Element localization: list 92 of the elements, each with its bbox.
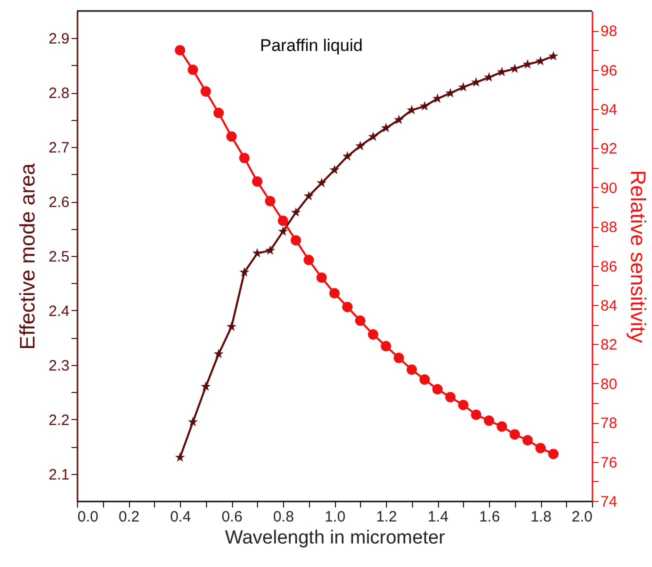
point <box>342 151 352 161</box>
point <box>406 364 417 375</box>
point <box>432 93 442 103</box>
point <box>342 302 353 312</box>
y2-tick-label: 78 <box>600 415 618 432</box>
point <box>188 64 198 76</box>
y2-tick-label: 98 <box>600 23 618 40</box>
x-tick-label: 0.2 <box>118 508 140 526</box>
y-tick-label: 2.8 <box>48 85 70 102</box>
point <box>175 452 185 462</box>
point <box>316 272 327 283</box>
point <box>432 384 443 395</box>
point <box>278 215 288 226</box>
x-tick-label: 1.6 <box>479 508 500 526</box>
point <box>484 72 494 82</box>
x-tick-label: 0.4 <box>170 508 191 526</box>
point <box>304 254 314 266</box>
point <box>174 44 186 56</box>
annotation: Paraffin liquid <box>260 36 363 55</box>
point <box>355 140 366 150</box>
point <box>458 82 468 92</box>
y-tick-label: 2.9 <box>48 30 70 48</box>
point <box>522 435 533 446</box>
y2-tick-label: 92 <box>600 140 618 158</box>
point <box>510 429 520 440</box>
point <box>535 442 546 454</box>
x-tick-label: 1.4 <box>428 508 448 526</box>
point <box>368 132 378 142</box>
y-tick-label: 2.6 <box>48 194 70 212</box>
y2-tick-label: 84 <box>600 298 618 314</box>
point <box>330 164 340 174</box>
point <box>290 207 301 217</box>
y2-tick-label: 88 <box>600 219 618 236</box>
y-tick-label: 2.3 <box>48 357 70 374</box>
point <box>214 348 224 358</box>
point <box>252 176 262 187</box>
y2-axis-title: Relative sensitivity <box>626 170 650 344</box>
point <box>329 288 340 298</box>
point <box>226 322 236 332</box>
point <box>380 340 392 352</box>
y-tick-label: 2.5 <box>48 248 70 266</box>
point <box>226 131 237 142</box>
point <box>484 415 494 426</box>
point <box>355 315 366 326</box>
point <box>394 114 404 124</box>
point <box>496 66 507 76</box>
y-axis-title: Effective mode area <box>16 162 40 350</box>
point <box>381 122 391 132</box>
x-tick-label: 1.8 <box>530 508 552 526</box>
point <box>536 56 546 66</box>
point <box>368 329 378 340</box>
point <box>419 374 430 385</box>
point <box>290 235 302 246</box>
x-tick-label: 1.0 <box>324 508 346 526</box>
point <box>445 392 456 402</box>
point <box>304 190 314 200</box>
point <box>239 152 250 164</box>
y-tick-label: 2.2 <box>48 412 70 429</box>
point <box>420 101 430 111</box>
x-tick-label: 2.0 <box>572 508 592 526</box>
y2-tick-label: 86 <box>600 258 618 276</box>
x-tick-label: 0.6 <box>222 508 242 526</box>
y-tick-label: 2.1 <box>48 466 70 484</box>
x-axis-title: Wavelength in micrometer <box>225 528 446 548</box>
point <box>213 108 224 118</box>
point <box>265 245 276 255</box>
x-tick-label: 1.2 <box>376 508 397 526</box>
x-tick-label: 0.0 <box>78 508 98 526</box>
y-tick-label: 2.7 <box>48 140 70 157</box>
point <box>200 381 211 391</box>
y2-tick-label: 90 <box>600 180 618 197</box>
point <box>278 226 288 236</box>
point <box>200 86 211 97</box>
point <box>470 410 482 420</box>
x-tick-label: 0.8 <box>273 508 294 526</box>
point <box>188 416 198 426</box>
y2-tick-label: 76 <box>600 454 618 472</box>
point <box>394 352 404 364</box>
y2-tick-label: 82 <box>600 336 618 354</box>
point <box>239 267 250 277</box>
point <box>316 178 327 188</box>
y2-tick-label: 80 <box>600 376 618 393</box>
y-tick-label: 2.4 <box>48 302 70 320</box>
point <box>458 400 468 410</box>
y2-tick-label: 94 <box>600 102 618 118</box>
point <box>496 421 508 432</box>
point <box>548 448 559 460</box>
point <box>445 88 456 98</box>
point <box>264 196 276 206</box>
y2-tick-label: 96 <box>600 62 618 80</box>
y2-tick-label: 74 <box>600 494 618 510</box>
point <box>548 50 558 60</box>
